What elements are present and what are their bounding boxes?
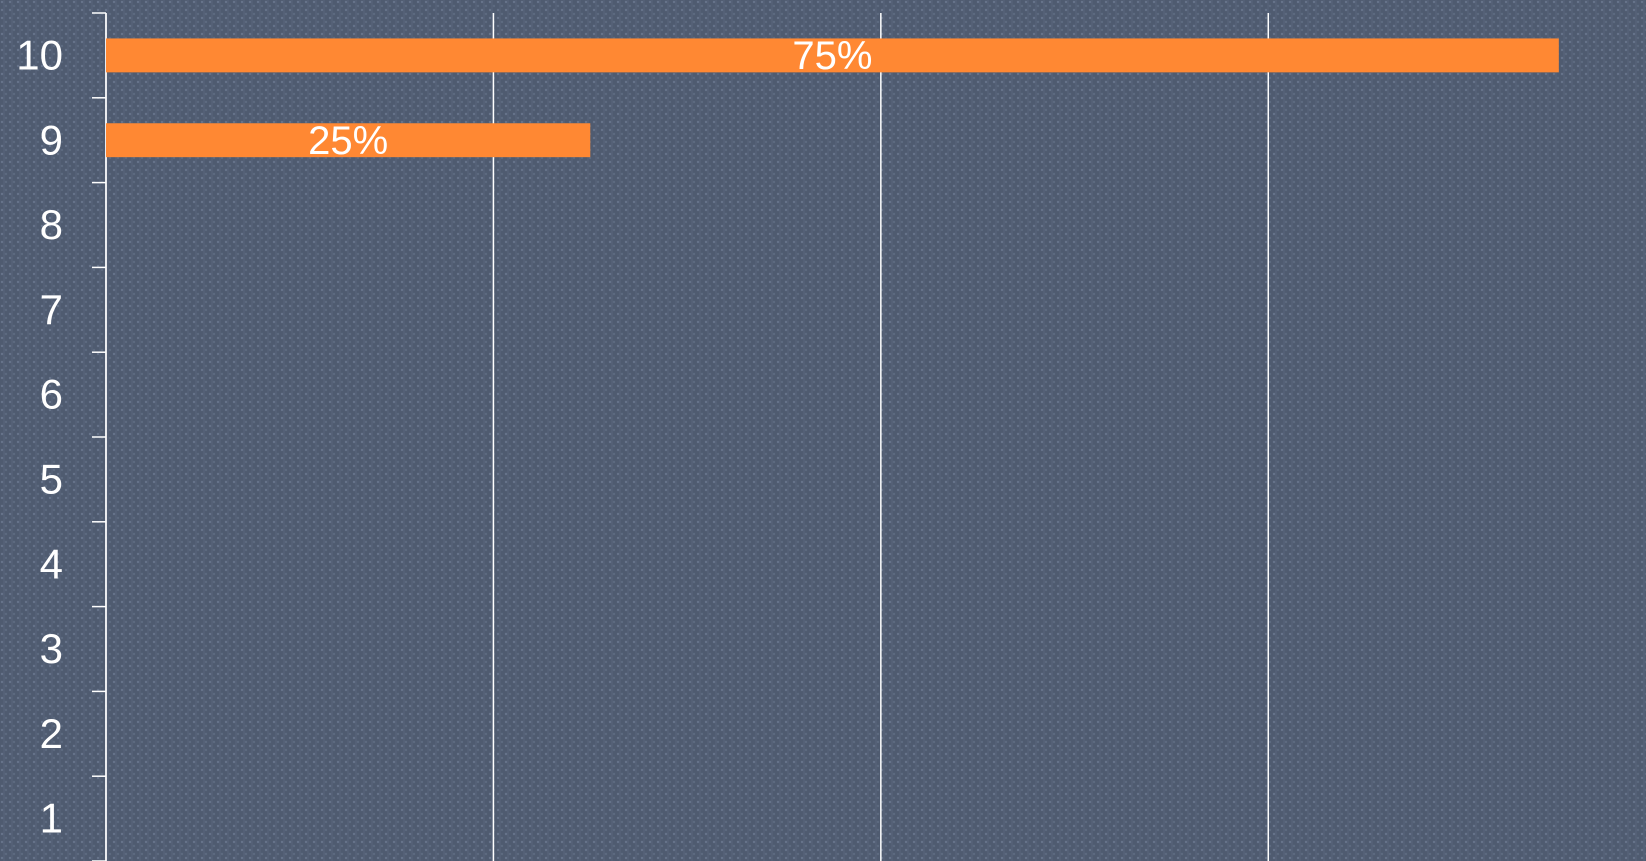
y-tick-label: 6 xyxy=(40,371,63,418)
y-tick-label: 9 xyxy=(40,116,63,163)
y-tick-label: 3 xyxy=(40,625,63,672)
y-tick-label: 10 xyxy=(16,31,63,78)
value-label: 25% xyxy=(308,119,388,163)
bar xyxy=(106,38,1559,73)
y-tick-label: 1 xyxy=(40,795,63,842)
y-tick-label: 2 xyxy=(40,710,63,757)
y-tick-label: 4 xyxy=(40,540,63,587)
y-tick-label: 8 xyxy=(40,201,63,248)
bar xyxy=(106,123,591,158)
y-tick-label: 7 xyxy=(40,286,63,333)
value-label: 75% xyxy=(792,34,872,78)
y-tick-label: 5 xyxy=(40,455,63,502)
